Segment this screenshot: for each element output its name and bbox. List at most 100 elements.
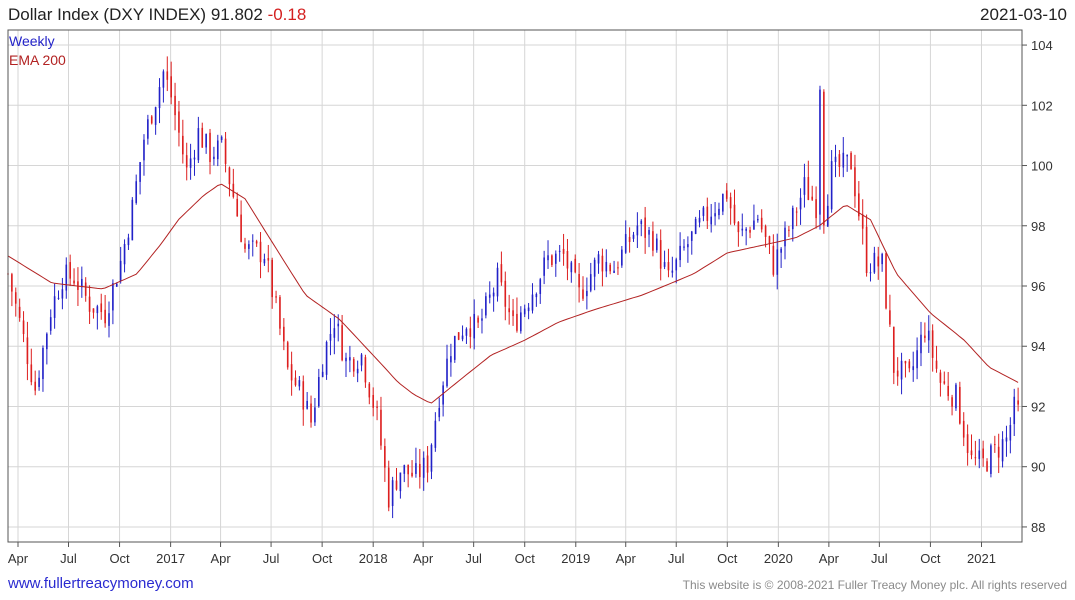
candle bbox=[745, 227, 747, 246]
candle-body bbox=[112, 283, 114, 311]
candle bbox=[523, 304, 526, 318]
candle bbox=[387, 460, 390, 512]
candle bbox=[298, 376, 301, 391]
candle bbox=[143, 134, 145, 176]
candle bbox=[384, 438, 386, 482]
candle bbox=[877, 246, 880, 280]
candle-body bbox=[900, 360, 903, 380]
candle-body bbox=[931, 330, 934, 358]
candle-body bbox=[854, 167, 856, 197]
candle-body bbox=[263, 258, 266, 264]
candle bbox=[982, 440, 984, 467]
candle-body bbox=[84, 282, 87, 296]
candle bbox=[286, 340, 289, 370]
candle bbox=[539, 277, 542, 304]
candle-body bbox=[535, 294, 538, 298]
candle-body bbox=[869, 272, 872, 274]
candle bbox=[18, 298, 21, 322]
candle-body bbox=[547, 255, 549, 261]
candle-body bbox=[193, 157, 196, 160]
candle-body bbox=[586, 290, 588, 297]
candle bbox=[131, 197, 134, 241]
candle-body bbox=[671, 270, 674, 273]
candle-body bbox=[11, 274, 13, 292]
candle-body bbox=[216, 140, 219, 160]
candle bbox=[119, 246, 122, 284]
candle bbox=[419, 448, 421, 489]
candle bbox=[690, 230, 693, 255]
candle-body bbox=[244, 243, 246, 249]
candle bbox=[150, 115, 153, 125]
candle bbox=[34, 370, 37, 396]
candle bbox=[189, 143, 192, 180]
candle-body bbox=[69, 262, 71, 279]
candle-body bbox=[628, 236, 631, 243]
candle-body bbox=[279, 297, 281, 329]
candle-body bbox=[170, 76, 172, 98]
candle-body bbox=[453, 336, 456, 360]
candle bbox=[531, 283, 534, 314]
x-tick-label: Apr bbox=[819, 551, 840, 566]
candle bbox=[154, 106, 157, 135]
candle-body bbox=[201, 127, 204, 148]
candle bbox=[722, 193, 724, 216]
candle-body bbox=[733, 204, 736, 224]
candle bbox=[939, 369, 942, 397]
legend-weekly: Weekly bbox=[9, 33, 55, 49]
candle-body bbox=[776, 249, 779, 275]
candle bbox=[259, 232, 262, 279]
candle-body bbox=[772, 245, 775, 275]
candle-body bbox=[710, 216, 713, 225]
candle-body bbox=[38, 377, 40, 387]
candle-body bbox=[850, 152, 852, 170]
candle bbox=[706, 197, 709, 230]
candle bbox=[858, 181, 860, 221]
candle-body bbox=[403, 465, 406, 474]
candle bbox=[314, 397, 316, 426]
candle-body bbox=[485, 296, 487, 316]
candle-body bbox=[18, 306, 21, 318]
candle-body bbox=[376, 406, 378, 408]
candle-body bbox=[753, 220, 755, 230]
candle-body bbox=[488, 294, 491, 298]
candle bbox=[811, 185, 814, 201]
candle bbox=[900, 352, 903, 395]
candle bbox=[391, 476, 394, 519]
candle-body bbox=[228, 167, 231, 185]
candle-body bbox=[512, 310, 514, 317]
candle-body bbox=[702, 207, 705, 216]
candle bbox=[772, 234, 775, 277]
candle-body bbox=[65, 264, 68, 291]
candle-body bbox=[143, 139, 145, 161]
candle bbox=[624, 220, 627, 254]
candle-body bbox=[811, 196, 814, 200]
candle-body bbox=[283, 326, 285, 342]
x-tick-label: Jul bbox=[263, 551, 280, 566]
axes: 88 90 92 94 96 98 100 102 104 Apr Jul Oct 2017 Apr Jul… bbox=[7, 29, 1053, 566]
candle-body bbox=[566, 251, 569, 269]
candle bbox=[582, 276, 584, 301]
candle-body bbox=[858, 193, 860, 217]
candle-body bbox=[516, 313, 518, 331]
candle-body bbox=[993, 444, 996, 446]
candle-body bbox=[574, 258, 577, 273]
candle-body bbox=[457, 332, 460, 340]
candle-body bbox=[500, 264, 503, 283]
candle-body bbox=[174, 95, 176, 116]
candle-body bbox=[617, 267, 619, 269]
candle bbox=[601, 248, 604, 287]
candle bbox=[993, 435, 996, 453]
x-tick-label: Oct bbox=[717, 551, 738, 566]
site-link[interactable]: www.fullertreacymoney.com bbox=[8, 575, 194, 592]
candle bbox=[376, 400, 378, 421]
candle-body bbox=[1009, 424, 1012, 441]
candle bbox=[73, 268, 75, 286]
x-tick-label: Oct bbox=[109, 551, 130, 566]
candle-body bbox=[966, 434, 969, 453]
candle bbox=[628, 227, 631, 253]
candle-body bbox=[636, 225, 639, 236]
candle bbox=[197, 116, 200, 163]
candle-body bbox=[205, 133, 207, 148]
chart-title: Dollar Index (DXY INDEX) 91.802 -0.18 bbox=[8, 5, 306, 25]
candle-body bbox=[621, 249, 623, 266]
